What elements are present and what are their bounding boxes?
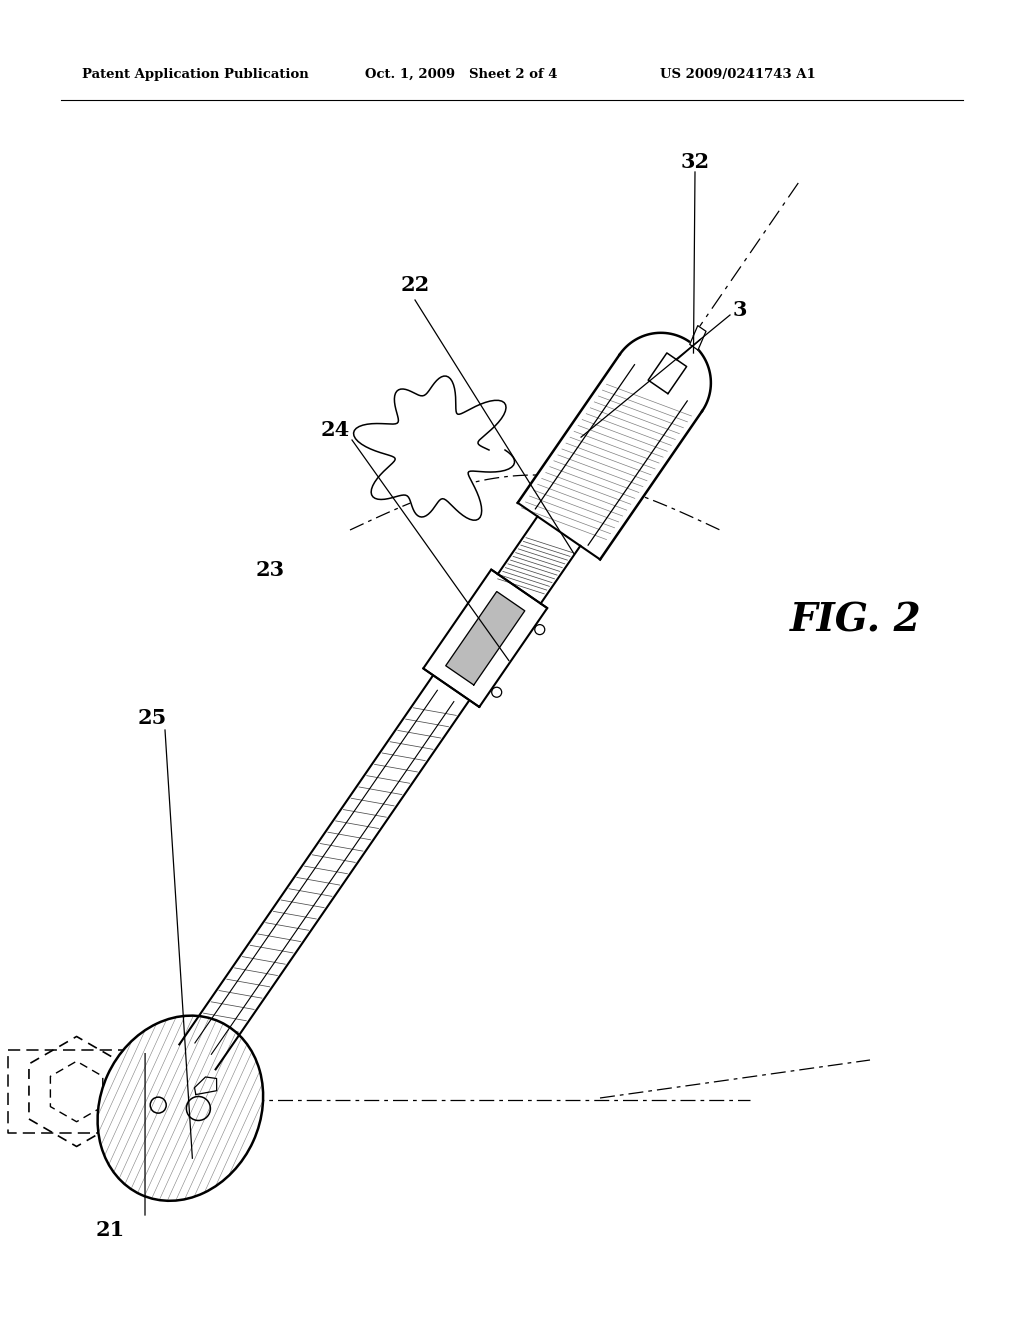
Polygon shape xyxy=(423,569,547,708)
Text: 23: 23 xyxy=(255,560,285,579)
Text: 25: 25 xyxy=(137,708,167,729)
Polygon shape xyxy=(518,333,711,560)
Polygon shape xyxy=(648,352,687,393)
Text: 24: 24 xyxy=(321,420,349,440)
Text: Patent Application Publication: Patent Application Publication xyxy=(82,69,309,81)
Polygon shape xyxy=(179,676,469,1069)
Polygon shape xyxy=(353,376,514,520)
Polygon shape xyxy=(690,326,706,350)
Text: FIG. 2: FIG. 2 xyxy=(790,601,922,639)
Polygon shape xyxy=(498,516,581,603)
Ellipse shape xyxy=(97,1015,263,1201)
Text: 21: 21 xyxy=(95,1220,125,1239)
Text: US 2009/0241743 A1: US 2009/0241743 A1 xyxy=(660,69,816,81)
Text: 22: 22 xyxy=(400,275,430,294)
Text: Oct. 1, 2009   Sheet 2 of 4: Oct. 1, 2009 Sheet 2 of 4 xyxy=(365,69,557,81)
Polygon shape xyxy=(445,591,524,685)
Polygon shape xyxy=(29,1036,124,1147)
Text: 32: 32 xyxy=(680,152,710,172)
Text: 3: 3 xyxy=(733,300,748,319)
